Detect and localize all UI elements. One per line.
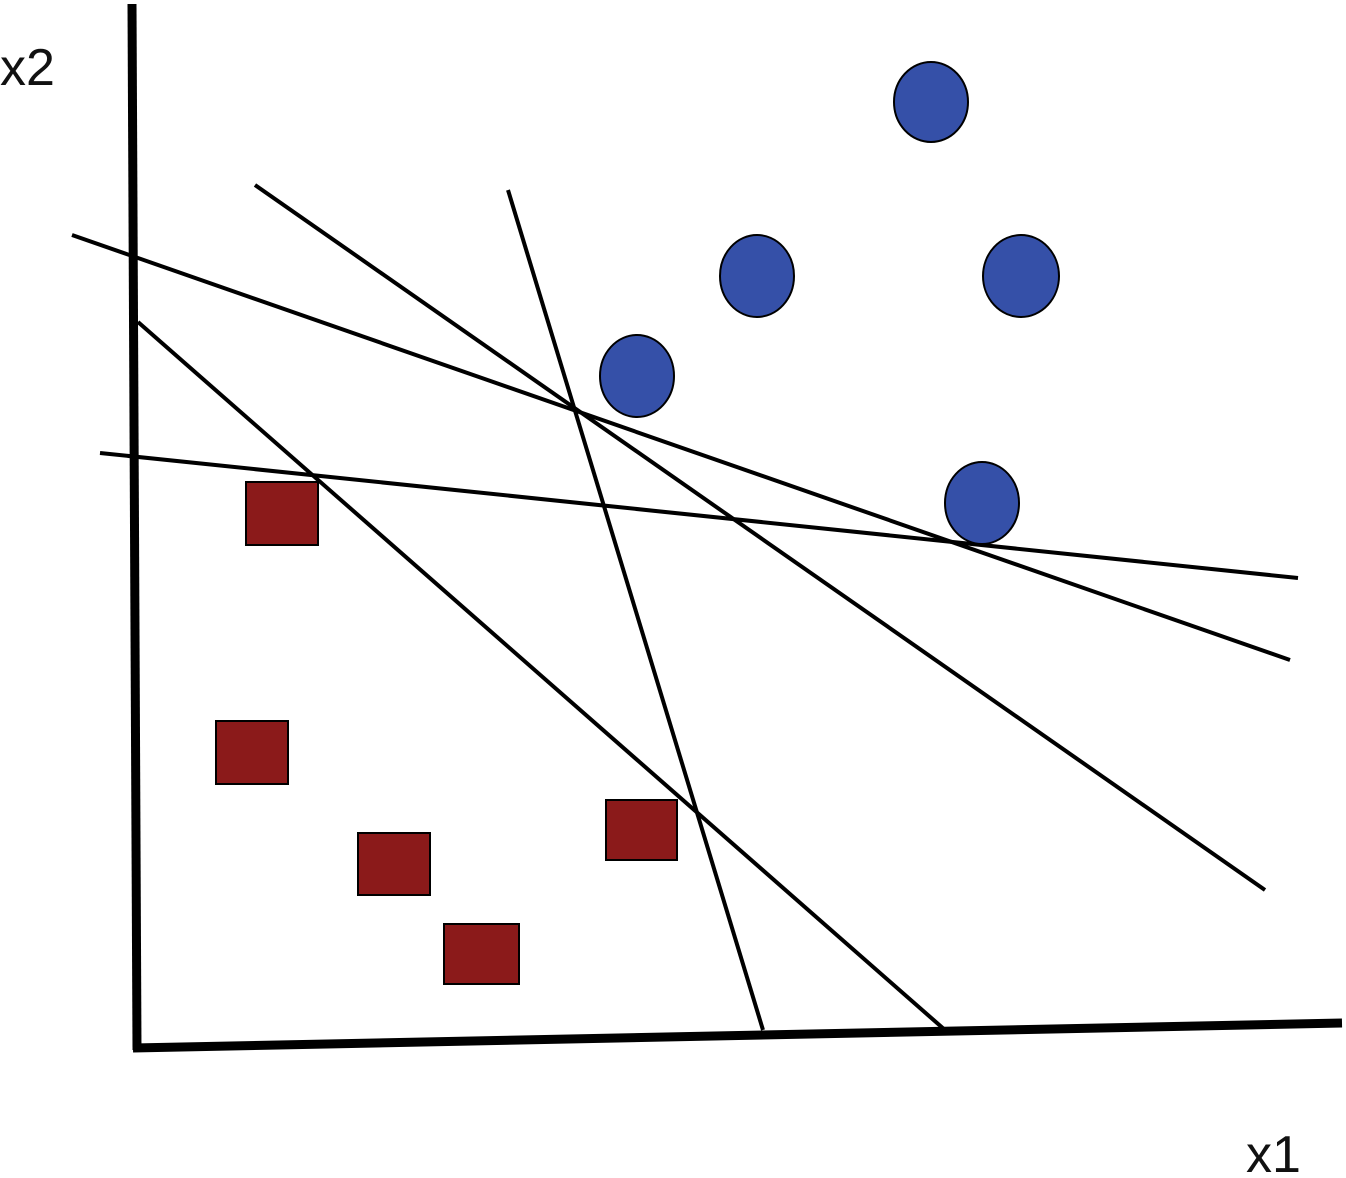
circle-class-points xyxy=(599,61,1060,545)
y-axis-label: x2 xyxy=(0,39,55,97)
x-axis xyxy=(132,1018,1343,1053)
separator-line-3 xyxy=(506,189,765,1031)
circle-point xyxy=(982,234,1060,318)
separator-line-1 xyxy=(71,233,1291,662)
square-point xyxy=(443,923,520,985)
candidate-lines xyxy=(71,183,1299,1032)
circle-point xyxy=(599,334,675,418)
circle-point xyxy=(893,61,969,143)
axes xyxy=(127,3,1343,1053)
square-point xyxy=(245,481,319,546)
square-point xyxy=(605,799,678,861)
y-axis xyxy=(127,3,142,1051)
circle-point xyxy=(944,461,1020,545)
separator-line-2 xyxy=(253,183,1267,892)
square-point xyxy=(215,720,289,785)
circle-point xyxy=(719,234,795,318)
separator-line-5 xyxy=(99,451,1299,580)
separator-line-4 xyxy=(136,320,947,1032)
square-class-points xyxy=(215,481,678,985)
x-axis-label: x1 xyxy=(1246,1126,1301,1178)
square-point xyxy=(357,832,431,896)
